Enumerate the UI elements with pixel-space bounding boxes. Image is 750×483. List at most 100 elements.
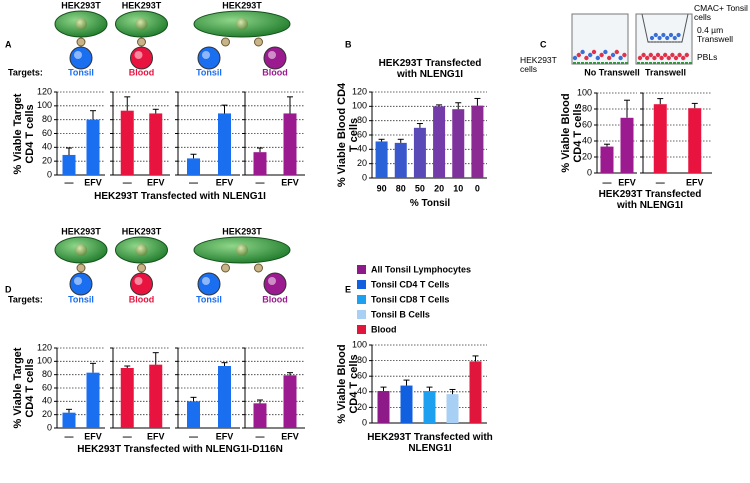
error-bar (455, 102, 462, 110)
virion (221, 263, 230, 273)
error-bar (426, 386, 433, 392)
x-tick-label: EFV (84, 431, 102, 441)
bar (600, 146, 614, 173)
hek-cell (689, 62, 692, 64)
cell-dot (588, 52, 593, 58)
y-tick-label: 20 (42, 409, 52, 419)
y-axis-label: % Viable Blood CD4 T cells (336, 344, 360, 424)
hek-cell (665, 62, 668, 64)
error-bar (397, 138, 404, 143)
y-tick-label: 80 (42, 369, 52, 379)
x-tick-label: EFV (281, 431, 299, 441)
cell-dot (614, 49, 619, 55)
y-tick-label: 120 (37, 86, 52, 96)
bar (375, 141, 388, 178)
y-tick-label: 40 (582, 135, 592, 145)
y-tick-label: 20 (357, 402, 367, 412)
panel-letter: C (540, 39, 547, 49)
hek-cell (669, 62, 672, 64)
error-bar (403, 379, 410, 386)
x-tick-label: 10 (453, 183, 463, 193)
target-cell (130, 272, 153, 296)
y-axis-label: % Viable Blood CD4 T cells (560, 93, 584, 173)
x-tick-label: EFV (216, 431, 234, 441)
virion (254, 263, 263, 273)
error-bar (221, 362, 228, 366)
y-tick-label: 120 (37, 342, 52, 352)
y-tick-label: 0 (362, 417, 367, 427)
hek-cell (589, 62, 592, 64)
y-tick-label: 60 (582, 119, 592, 129)
cell-dot (668, 32, 674, 38)
x-axis-label: HEK293T Transfected with NLENG1I-D116N (77, 444, 283, 455)
y-tick-label: 60 (357, 129, 367, 139)
hek-cell (625, 62, 628, 64)
hek-cell (593, 62, 596, 64)
cell-dot (580, 49, 585, 55)
cell-dots (572, 32, 692, 64)
hek-cell (605, 62, 608, 64)
hek-cell (613, 62, 616, 64)
error-bar (221, 104, 228, 114)
x-tick-label: — (189, 431, 198, 441)
annotation: PBLs (697, 52, 718, 62)
x-tick-label: 90 (377, 183, 387, 193)
nucleus (236, 18, 248, 30)
y-tick-label: 40 (357, 144, 367, 154)
target-highlight (268, 277, 276, 285)
bar (120, 110, 134, 175)
cell-dot (661, 32, 666, 38)
bar (86, 119, 100, 175)
cell-dot (572, 55, 578, 61)
y-tick-label: 80 (357, 115, 367, 125)
target-highlight (134, 51, 143, 59)
bar (423, 391, 436, 423)
panel-letter: A (5, 39, 12, 49)
x-tick-label: EFV (618, 177, 636, 187)
y-tick-label: 40 (42, 396, 52, 406)
bar (187, 401, 200, 428)
target-cell (69, 272, 93, 296)
hek-cell (609, 62, 612, 64)
x-tick-label: — (256, 177, 265, 187)
x-axis-label: HEK293T Transfected with NLENG1I (598, 189, 702, 211)
panel-letter: E (345, 284, 351, 294)
x-tick-label: 80 (396, 183, 406, 193)
error-bar (190, 153, 197, 159)
cell-dot (599, 52, 604, 58)
legend-label: Tonsil CD4 T Cells (371, 279, 449, 289)
hek-cell (641, 62, 644, 64)
y-tick-label: 100 (37, 356, 52, 366)
cell-dot (649, 35, 655, 41)
nucleus (135, 18, 148, 30)
x-tick-label: — (123, 177, 132, 187)
target-cell (263, 46, 287, 70)
target-highlight (134, 277, 143, 285)
x-tick-label: — (65, 177, 74, 187)
bar (149, 364, 163, 428)
nucleus (75, 18, 87, 30)
cell-dot (641, 52, 646, 58)
cell-dot (648, 52, 653, 58)
y-tick-label: 80 (582, 103, 592, 113)
target-name: Blood (129, 67, 155, 77)
cell-dot (657, 35, 662, 41)
y-tick-label: 0 (362, 172, 367, 182)
cell-label: HEK293T (222, 0, 262, 10)
y-tick-label: 0 (47, 422, 52, 432)
virion (76, 263, 86, 273)
virion (137, 263, 146, 273)
hek-cell (581, 62, 584, 64)
error-bar (152, 352, 159, 365)
error-bar (90, 110, 96, 120)
legend-swatch (357, 280, 366, 289)
y-tick-label: 40 (42, 142, 52, 152)
target-highlight (202, 277, 210, 285)
x-tick-label: — (65, 431, 74, 441)
y-axis-label: % Viable Target CD4 T cells (12, 93, 36, 174)
error-bar (624, 99, 630, 118)
bar (653, 104, 667, 173)
hek-cell (621, 62, 624, 64)
cell-dot (576, 52, 581, 58)
